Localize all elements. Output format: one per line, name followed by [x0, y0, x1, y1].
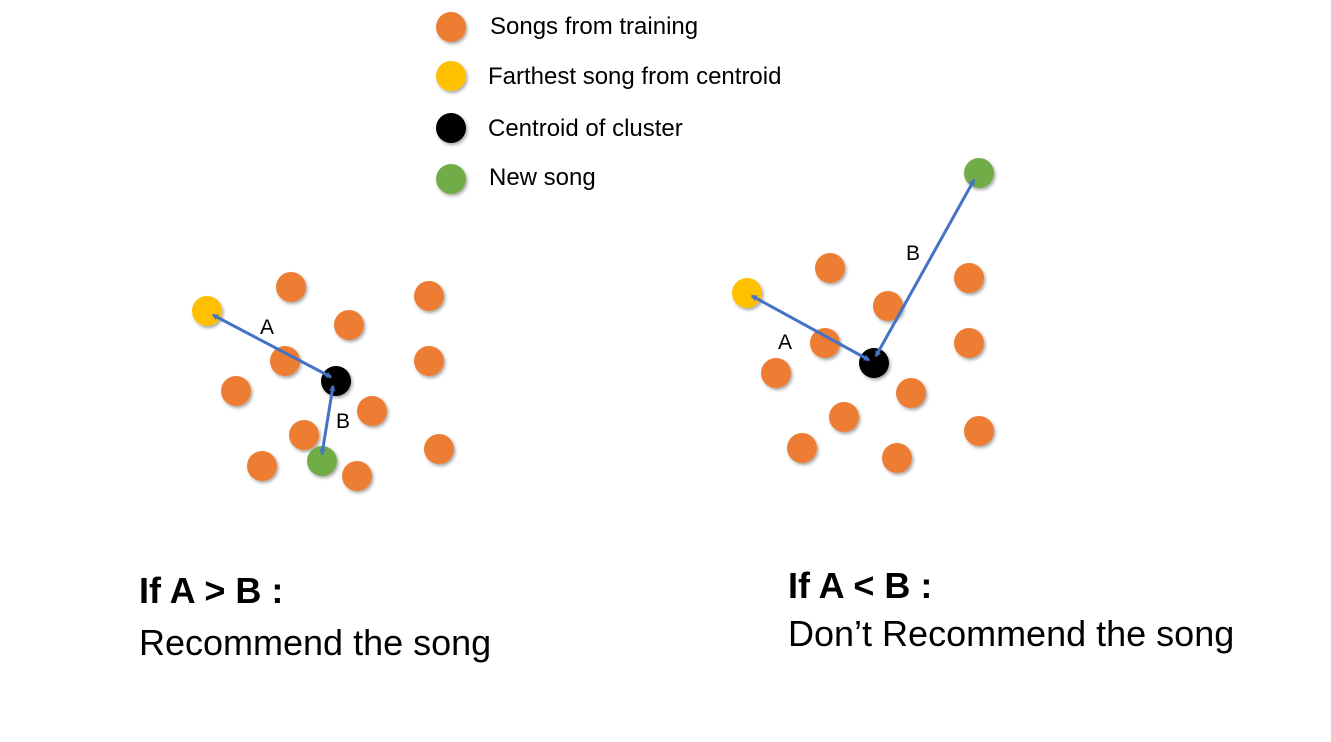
legend-label-centroid: Centroid of cluster: [488, 115, 683, 142]
left-verdict: Recommend the song: [139, 622, 492, 663]
distance-a-label: A: [260, 316, 274, 339]
legend-dot-training: [436, 12, 466, 42]
distance-b-label: B: [906, 242, 920, 265]
training-song-dot: [289, 420, 319, 450]
legend-dot-centroid: [436, 113, 466, 143]
distance-b-arrow: [874, 178, 976, 358]
right-verdict: Don’t Recommend the song: [788, 613, 1235, 654]
training-song-dot: [414, 281, 444, 311]
centroid-dot: [859, 348, 889, 378]
legend-label-farthest: Farthest song from centroid: [488, 63, 782, 90]
training-song-dot: [357, 396, 387, 426]
training-song-dot: [414, 346, 444, 376]
training-song-dot: [221, 376, 251, 406]
farthest-song-dot: [192, 296, 222, 326]
left-cluster-panel: AB: [192, 272, 454, 491]
left-caption: If A > B : Recommend the song: [139, 569, 491, 665]
training-song-dot: [815, 253, 845, 283]
distance-a-label: A: [778, 331, 792, 354]
distance-a-arrow: [750, 294, 871, 362]
legend-label-new-song: New song: [489, 164, 596, 191]
left-condition: If A > B :: [139, 570, 284, 611]
training-song-dot: [761, 358, 791, 388]
right-cluster-panel: AB: [732, 158, 994, 473]
legend: [436, 12, 466, 194]
training-song-dot: [954, 263, 984, 293]
training-song-dot: [882, 443, 912, 473]
farthest-song-dot: [732, 278, 762, 308]
right-condition: If A < B :: [788, 565, 933, 606]
training-song-dot: [247, 451, 277, 481]
new-song-dot: [964, 158, 994, 188]
right-caption: If A < B : Don’t Recommend the song: [788, 564, 1234, 656]
training-song-dot: [954, 328, 984, 358]
distance-a-arrow: [211, 313, 333, 379]
distance-b-arrow: [319, 384, 336, 456]
training-song-dot: [334, 310, 364, 340]
centroid-dot: [321, 366, 351, 396]
training-song-dot: [829, 402, 859, 432]
training-song-dot: [276, 272, 306, 302]
training-song-dot: [270, 346, 300, 376]
training-song-dot: [964, 416, 994, 446]
legend-label-training: Songs from training: [490, 13, 699, 40]
training-song-dot: [342, 461, 372, 491]
training-song-dot: [787, 433, 817, 463]
legend-dot-new-song: [436, 164, 466, 194]
distance-b-label: B: [336, 410, 350, 433]
training-song-dot: [424, 434, 454, 464]
legend-dot-farthest: [436, 61, 466, 91]
training-song-dot: [896, 378, 926, 408]
